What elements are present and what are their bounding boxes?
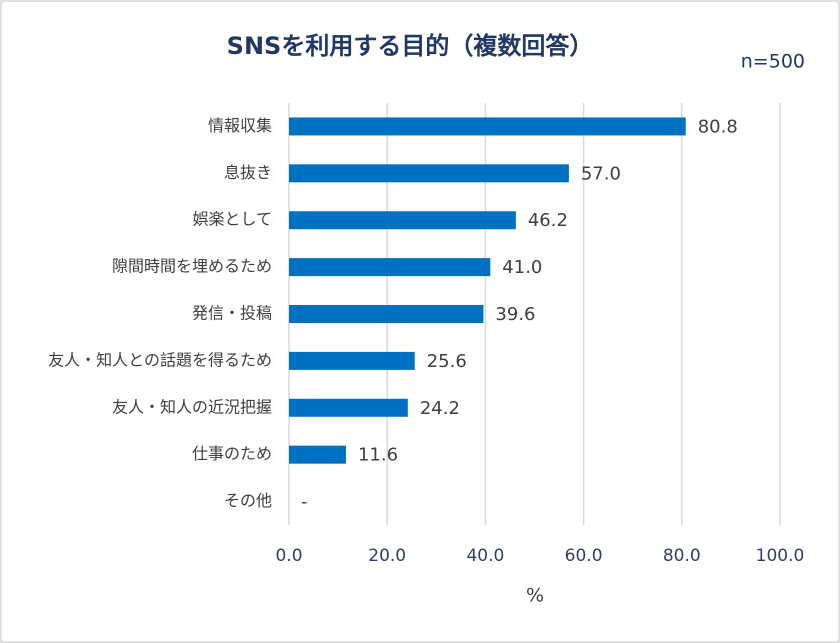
bar xyxy=(289,351,415,370)
y-tick-label: 発信・投稿 xyxy=(192,304,272,323)
y-tick-label: 娯楽として xyxy=(192,210,272,229)
x-tick-label: 100.0 xyxy=(756,546,805,566)
bar xyxy=(289,445,346,464)
bar xyxy=(289,258,491,277)
bar xyxy=(289,164,569,183)
data-label: 11.6 xyxy=(358,445,398,466)
data-label: 25.6 xyxy=(427,351,467,372)
annotation: n=500 xyxy=(741,51,805,73)
x-tick-label: 80.0 xyxy=(663,546,701,566)
y-tick-label: その他 xyxy=(224,491,272,510)
data-label: 46.2 xyxy=(528,210,568,231)
x-tick-label: 20.0 xyxy=(368,546,406,566)
y-tick-label: 仕事のため xyxy=(192,444,272,463)
x-tick-label: 0.0 xyxy=(275,546,302,566)
x-tick-label: 60.0 xyxy=(565,546,603,566)
x-tick-label: 40.0 xyxy=(466,546,504,566)
data-label: 57.0 xyxy=(581,163,621,184)
y-tick-label: 友人・知人の近況把握 xyxy=(112,397,272,416)
y-tick-label: 友人・知人との話題を得るため xyxy=(48,350,272,369)
bar xyxy=(289,211,516,230)
bar xyxy=(289,305,484,323)
data-label: 39.6 xyxy=(495,304,535,325)
y-tick-label: 隙間時間を埋めるため xyxy=(112,257,272,276)
y-tick-label: 息抜き xyxy=(224,163,272,182)
y-tick-label: 情報収集 xyxy=(208,116,272,135)
data-label: 41.0 xyxy=(502,257,542,278)
bar xyxy=(289,398,408,417)
data-label: 80.8 xyxy=(698,116,738,137)
chart-title: SNSを利用する目的（複数回答） xyxy=(227,32,594,60)
data-label: - xyxy=(301,492,308,513)
bar xyxy=(289,117,686,136)
data-label: 24.2 xyxy=(420,398,460,419)
x-axis-label: % xyxy=(526,585,544,607)
